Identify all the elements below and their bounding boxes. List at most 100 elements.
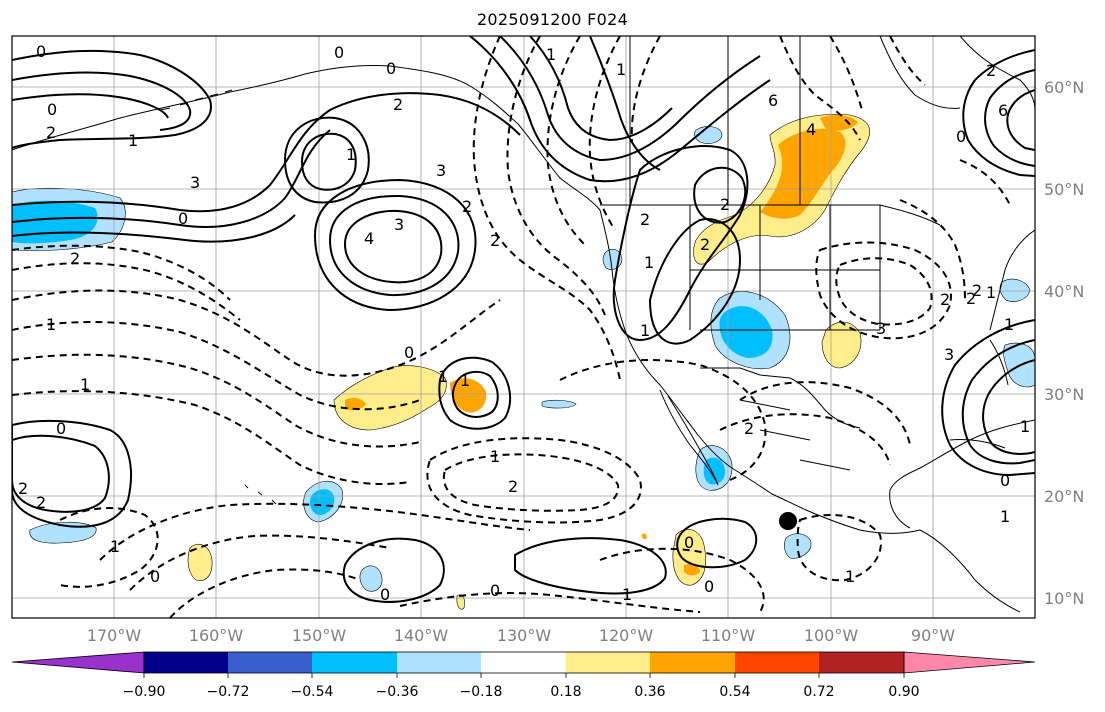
contour-se-high — [941, 319, 1035, 477]
colorbar-tick-label: 0.90 — [888, 684, 919, 700]
colorbar: −0.90 −0.72 −0.54 −0.36 −0.18 0.18 0.36 … — [11, 651, 1036, 700]
contour-label: 1 — [490, 447, 500, 466]
colorbar-segment — [819, 652, 904, 673]
colorbar-segment — [566, 652, 650, 673]
coast-cuba — [949, 439, 1006, 449]
contour-neg-subtrop-2 — [442, 453, 620, 512]
contour-label: 1 — [986, 283, 996, 302]
contour-neg-mid-2 — [739, 381, 911, 446]
contour-label: 2 — [393, 95, 403, 114]
lon-label: 160°W — [189, 626, 244, 645]
lon-label: 140°W — [394, 626, 449, 645]
contour-ne-high-2 — [984, 69, 1035, 167]
contour-neg-south-3 — [169, 568, 361, 618]
contour-label: 1 — [46, 315, 56, 334]
contour-ne-high-3 — [1006, 89, 1035, 151]
contour-label: 3 — [190, 173, 200, 192]
contour-neg-pac-1 — [12, 289, 501, 377]
contour-high-northpac-2 — [328, 194, 460, 297]
contour-label: 0 — [386, 59, 396, 78]
contour-label: 1 — [546, 45, 556, 64]
contour-label: 0 — [334, 43, 344, 62]
positive-anomaly-rockies-core — [760, 128, 846, 219]
contour-label: 0 — [47, 100, 57, 119]
coast-baja — [659, 389, 719, 486]
contour-neg-pac-3 — [12, 353, 421, 448]
contour-label: 0 — [1000, 471, 1010, 490]
contour-sw-high — [12, 419, 132, 528]
contour-neg-trough-2 — [506, 36, 606, 316]
contour-eastpac-high-2 — [451, 370, 499, 418]
contour-sw-high-2 — [12, 434, 110, 513]
contour-jet-west-2 — [12, 129, 331, 228]
contour-label: 2 — [18, 479, 28, 498]
contour-se-high-3 — [982, 359, 1035, 455]
contour-label: 6 — [998, 101, 1008, 120]
border-us-mexico — [700, 367, 861, 429]
colorbar-ticks — [143, 673, 905, 678]
colorbar-tick-label: −0.18 — [460, 684, 503, 700]
contour-label: 1 — [622, 585, 632, 604]
contour-neg-mid-1 — [559, 359, 767, 481]
positive-anomaly-small — [641, 533, 647, 540]
lat-label: 30°N — [1044, 385, 1084, 404]
contour-neg-south-2 — [129, 534, 391, 591]
coast-westcoast — [599, 209, 921, 534]
contour-label: 0 — [490, 581, 500, 600]
negative-anomaly-sea — [541, 399, 577, 409]
contour-westcoast-high-2 — [612, 145, 749, 342]
lat-labels: 60°N 50°N 40°N 30°N 20°N 10°N — [1044, 78, 1084, 608]
contour-label: 2 — [940, 290, 950, 309]
contour-label: 2 — [744, 419, 754, 438]
lat-label: 10°N — [1044, 589, 1084, 608]
island-hawaii — [244, 484, 277, 505]
contour-neg-east-2 — [835, 257, 933, 326]
contour-neg-far-south — [399, 592, 701, 613]
contour-label: 3 — [876, 319, 886, 338]
contour-label: 2 — [966, 289, 976, 308]
contour-se-high-2 — [961, 339, 1035, 465]
positive-anomaly-texas — [821, 321, 862, 369]
contour-mexico-high — [676, 517, 758, 569]
contour-label: 3 — [436, 161, 446, 180]
contour-neg-trough-1 — [472, 36, 621, 381]
contour-label: 0 — [684, 533, 694, 552]
contour-label: 4 — [364, 229, 374, 248]
colorbar-tick-label: −0.36 — [376, 684, 419, 700]
contour-label: 3 — [944, 345, 954, 364]
border-mexico-states — [739, 399, 851, 471]
colorbar-tick-label: −0.90 — [123, 684, 166, 700]
contour-label: 0 — [56, 419, 66, 438]
contour-label: 2 — [700, 235, 710, 254]
contour-nw-north — [12, 49, 212, 149]
contour-westcoast-high — [648, 218, 742, 345]
contour-label: 1 — [80, 375, 90, 394]
contour-jet-west — [12, 92, 521, 213]
contour-eastpac-high — [438, 356, 512, 430]
lon-label: 150°W — [292, 626, 347, 645]
contour-neg-trough-3 — [546, 36, 586, 246]
contour-label: 0 — [956, 127, 966, 146]
positive-anomaly-mex-core — [684, 563, 700, 576]
contour-label: 1 — [460, 371, 470, 390]
contour-neg-east-1 — [815, 241, 952, 340]
contour-label: 1 — [1004, 315, 1014, 334]
contour-neg-north-3 — [889, 36, 926, 86]
negative-anomaly-canada — [694, 126, 723, 144]
lon-label: 170°W — [87, 626, 142, 645]
colorbar-frame — [143, 651, 905, 674]
colorbar-segment — [735, 652, 819, 673]
contour-jet-west-3 — [12, 214, 296, 243]
contour-ne-high — [962, 49, 1035, 177]
colorbar-tick-label: 0.54 — [719, 684, 750, 700]
contour-label: 0 — [704, 577, 714, 596]
lat-label: 60°N — [1044, 78, 1084, 97]
contour-label: 1 — [438, 367, 448, 386]
lon-label: 90°W — [911, 626, 955, 645]
contour-high-northpac — [313, 178, 477, 312]
contour-neg-south-pac-1 — [599, 547, 765, 613]
coast-gulf-mex — [889, 419, 1035, 529]
negative-anomaly-arizona-core — [719, 306, 773, 358]
positive-anomaly-subtropics-core — [345, 397, 366, 411]
contour-label: 0 — [178, 209, 188, 228]
